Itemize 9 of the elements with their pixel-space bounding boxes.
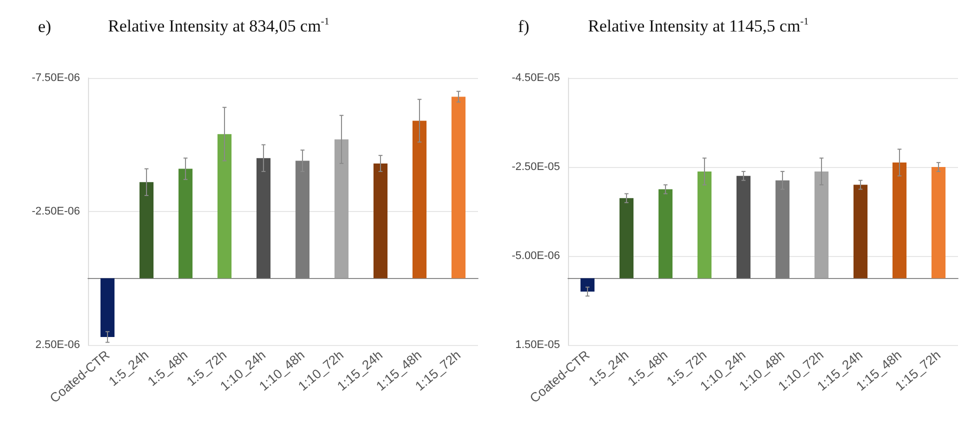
y-tick-label: 1.50E-05 xyxy=(515,339,560,351)
y-tick-label: -5.00E-06 xyxy=(512,250,560,262)
text: e) xyxy=(38,17,52,36)
text: f) xyxy=(518,17,530,36)
y-tick-label: 2.50E-06 xyxy=(35,339,80,351)
y-tick-label: -7.50E-06 xyxy=(32,72,80,84)
y-tick-label: -4.50E-05 xyxy=(512,72,560,84)
y-tick-label: -2.50E-06 xyxy=(32,206,80,218)
y-tick-label: -2.50E-05 xyxy=(512,161,560,173)
